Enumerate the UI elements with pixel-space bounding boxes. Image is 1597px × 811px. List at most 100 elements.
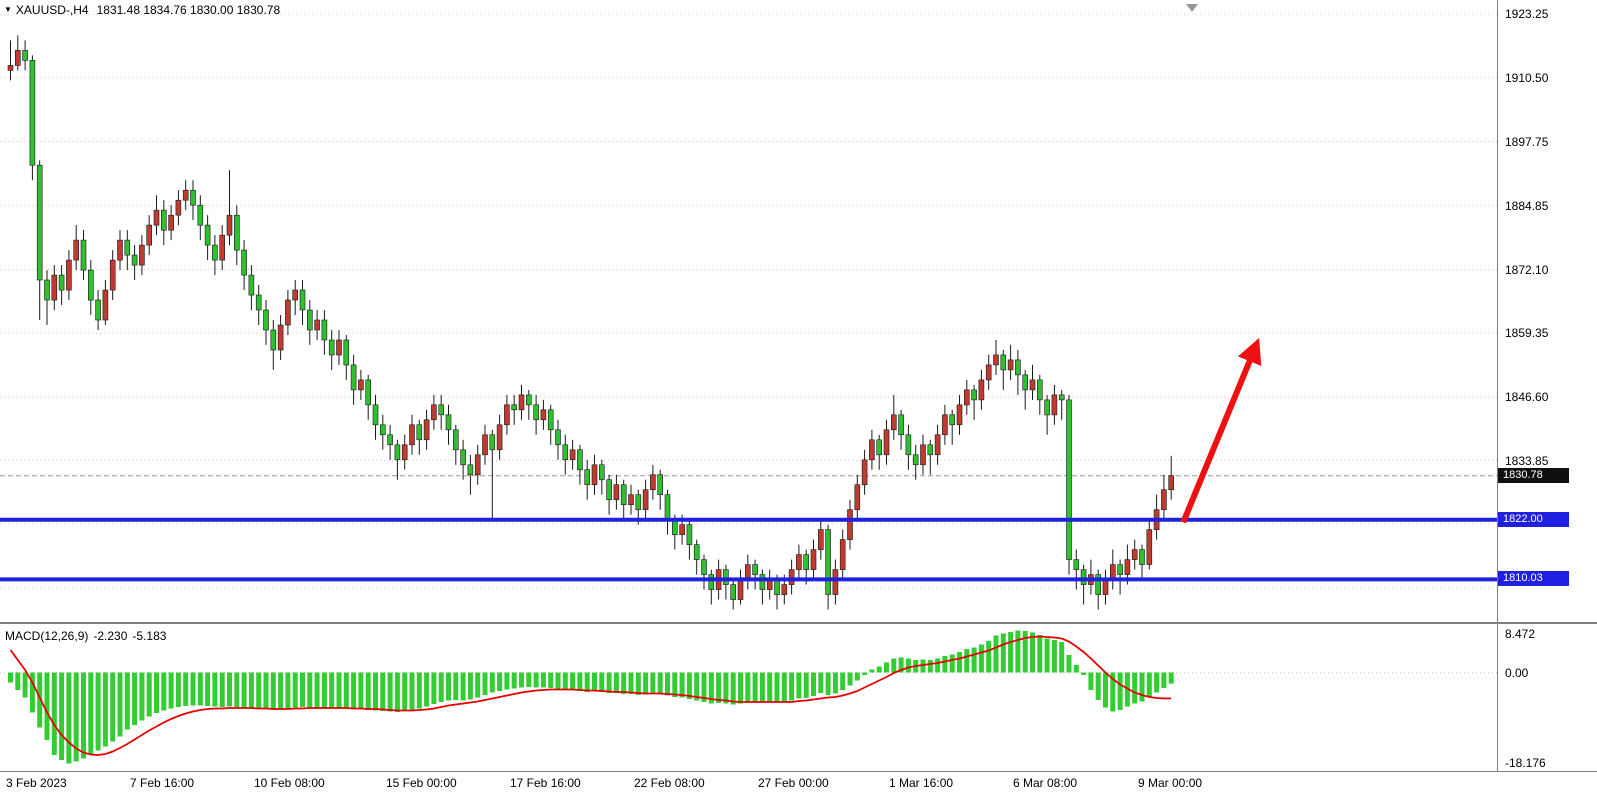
candle-bearish	[664, 494, 671, 521]
macd-histogram-bar	[1095, 672, 1101, 700]
candle-bearish	[234, 214, 240, 251]
candle-bearish	[204, 224, 211, 246]
candle-bearish	[394, 444, 401, 461]
time-axis-label: 10 Feb 08:00	[254, 776, 325, 790]
trend-arrow[interactable]	[1180, 337, 1262, 524]
candle-bearish	[372, 404, 379, 426]
macd-signal-line	[9, 635, 1172, 756]
macd-histogram-bar	[577, 672, 583, 691]
candle-bearish	[898, 414, 904, 436]
candle-bullish	[817, 529, 824, 550]
candle-bullish	[431, 404, 437, 421]
candle-bullish	[518, 394, 525, 411]
macd-histogram-bar	[811, 672, 816, 696]
candle-bearish	[452, 429, 459, 451]
macd-histogram-bar	[497, 672, 503, 691]
candle-bearish	[912, 454, 919, 466]
macd-histogram-bar	[402, 672, 408, 711]
macd-histogram-bar	[51, 672, 57, 755]
candle-bullish	[1051, 394, 1058, 416]
macd-histogram-bar	[613, 672, 619, 693]
candle-bullish	[613, 484, 620, 501]
macd-histogram-bar	[949, 654, 955, 673]
macd-plot[interactable]	[0, 625, 1497, 770]
macd-svg	[0, 630, 1497, 764]
macd-histogram-bar	[1022, 631, 1028, 673]
macd-histogram-bar	[657, 672, 663, 694]
candle-bullish	[839, 539, 846, 570]
candle-bullish	[7, 65, 14, 71]
macd-histogram-bar	[270, 672, 276, 710]
chart-shift-marker-icon[interactable]	[1186, 4, 1198, 12]
candle-bullish	[861, 459, 868, 486]
macd-histogram-bar	[862, 672, 868, 675]
macd-histogram-bar	[621, 672, 627, 694]
candle-bearish	[635, 494, 642, 511]
candle-bearish	[562, 444, 569, 461]
candle-bearish	[124, 239, 131, 256]
macd-histogram-bar	[416, 672, 422, 709]
macd-histogram-bar	[292, 672, 298, 708]
candle-bullish	[883, 429, 890, 456]
candle-bearish	[255, 294, 262, 311]
macd-histogram-bar	[168, 672, 174, 709]
candle-bearish	[577, 449, 583, 471]
candle-bullish	[788, 569, 795, 585]
candle-bearish	[321, 319, 328, 341]
macd-histogram-bar	[927, 660, 933, 673]
candle-bearish	[467, 464, 474, 476]
candle-bearish	[533, 404, 539, 421]
candle-bearish	[1000, 354, 1007, 371]
macd-histogram-bar	[1037, 635, 1043, 673]
macd-histogram-bar	[73, 672, 79, 762]
candle-bearish	[876, 439, 883, 456]
candlestick-plot[interactable]	[0, 0, 1497, 620]
candle-bearish	[1037, 379, 1043, 401]
macd-histogram-bar	[1110, 672, 1116, 712]
macd-histogram-bar	[555, 672, 561, 689]
macd-histogram-bar	[81, 672, 86, 759]
candle-bearish	[1058, 394, 1065, 401]
time-axis-label: 15 Feb 00:00	[386, 776, 457, 790]
macd-histogram-bar	[978, 644, 984, 673]
macd-signal-value: -5.183	[132, 629, 167, 643]
candle-bearish	[1080, 569, 1087, 585]
macd-histogram-bar	[730, 672, 736, 705]
time-axis[interactable]: 3 Feb 2023 7 Feb 16:00 10 Feb 08:00 15 Feb …	[0, 774, 1597, 794]
macd-histogram-bar	[920, 659, 926, 673]
macd-histogram-bar	[197, 672, 203, 706]
macd-histogram-bar	[307, 672, 313, 708]
macd-histogram-bar	[562, 672, 568, 690]
price-tick-label: 1833.85	[1505, 454, 1549, 468]
candle-bearish	[598, 464, 605, 481]
candle-bearish	[350, 364, 357, 391]
candle-bullish	[679, 524, 685, 536]
macd-histogram-bar	[256, 672, 262, 709]
macd-histogram-bar	[1168, 672, 1174, 684]
candle-bullish	[978, 379, 985, 401]
macd-histogram-bar	[665, 672, 670, 696]
macd-histogram-bar	[884, 662, 889, 673]
price-axis[interactable]: 1923.25 1910.50 1897.75 1884.85 1872.10 1859.…	[1498, 0, 1597, 771]
macd-histogram-bar	[438, 672, 444, 702]
candle-bearish	[161, 209, 167, 231]
time-axis-label: 1 Mar 16:00	[889, 776, 954, 790]
macd-histogram-bar	[898, 657, 904, 673]
macd-histogram-bar	[643, 672, 649, 695]
candle-bullish	[781, 584, 788, 595]
time-axis-label: 3 Feb 2023	[6, 776, 67, 790]
macd-histogram-bar	[424, 672, 430, 707]
chart-dropdown-icon[interactable]: ▼	[4, 5, 12, 14]
candle-bearish	[547, 409, 554, 431]
candle-bullish	[168, 214, 174, 231]
macd-histogram-bar	[1139, 672, 1145, 702]
candle-bullish	[1146, 529, 1153, 565]
macd-histogram-bar	[752, 672, 758, 702]
macd-histogram-bar	[453, 672, 459, 700]
candle-bearish	[299, 289, 306, 311]
candle-bearish	[620, 484, 627, 506]
candle-bearish	[1117, 564, 1123, 575]
candle-bullish	[226, 214, 233, 236]
candle-bullish	[1131, 549, 1138, 560]
macd-histogram-bar	[745, 672, 751, 702]
